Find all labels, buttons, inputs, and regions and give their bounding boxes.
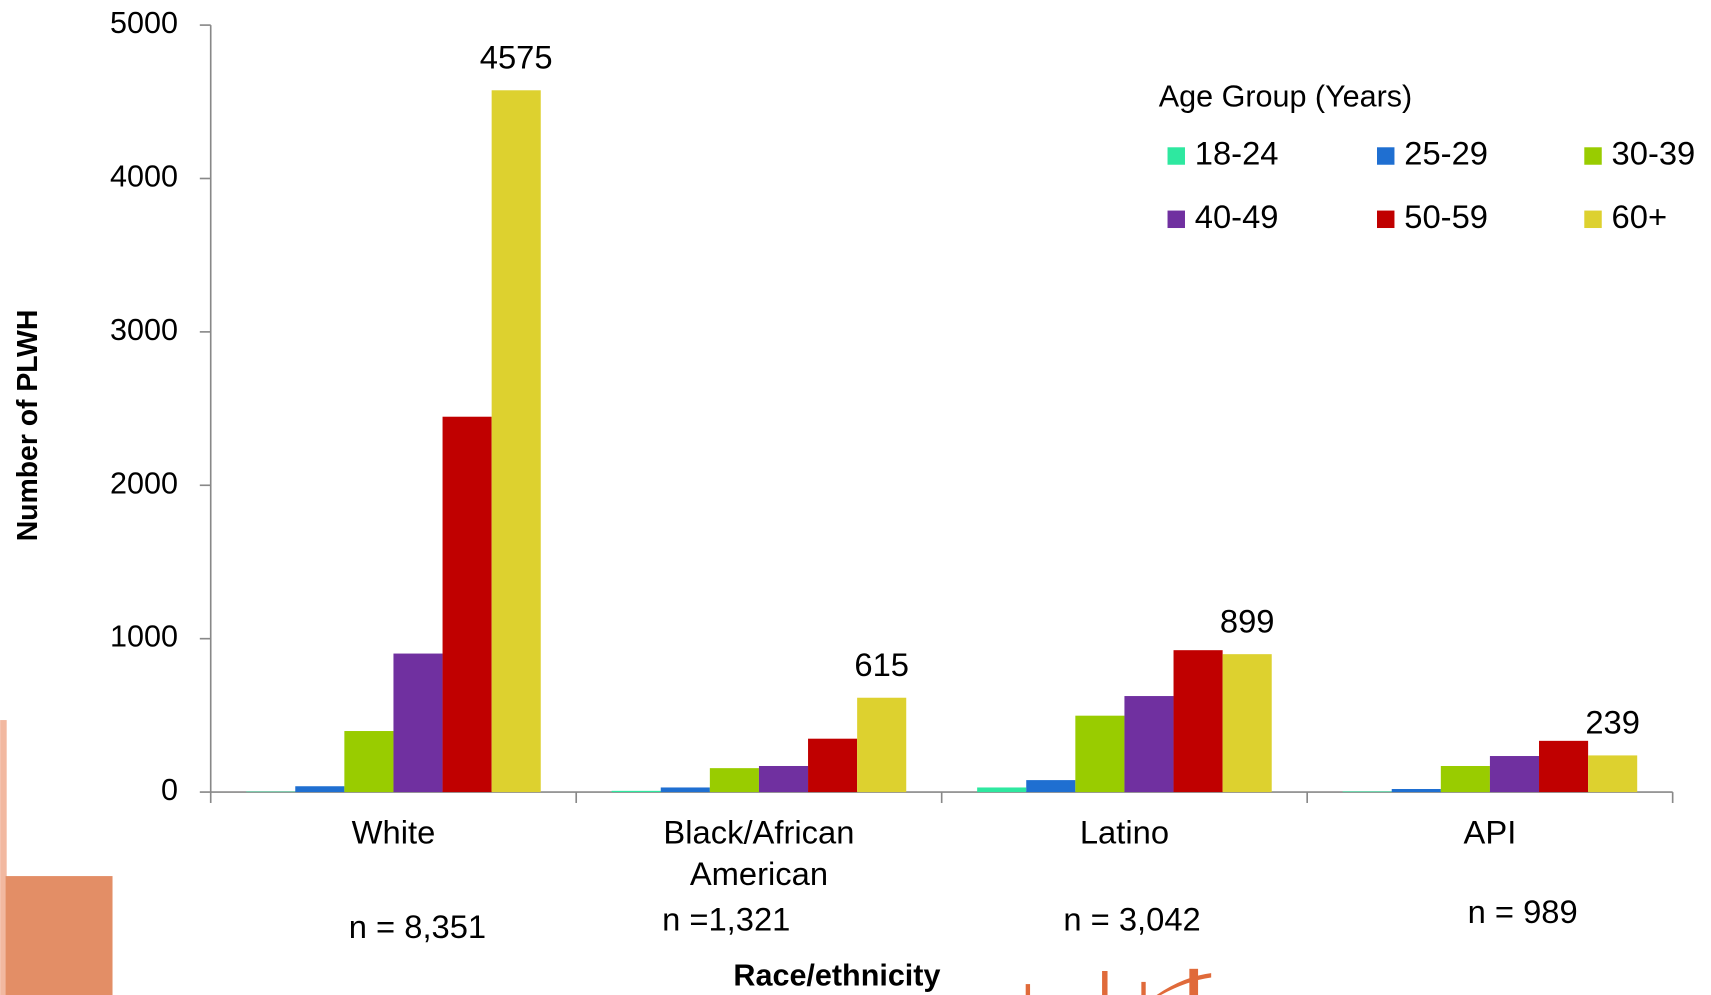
bar xyxy=(1026,780,1076,793)
bar xyxy=(1222,654,1272,793)
legend-swatch xyxy=(1167,147,1185,165)
data-label: 239 xyxy=(1585,704,1640,741)
bar xyxy=(758,765,809,793)
decor-block xyxy=(5,876,113,995)
bar xyxy=(1440,765,1490,793)
x-tick-label-box: API xyxy=(1463,814,1517,851)
annotation: n = 8,351 xyxy=(349,908,486,945)
bar xyxy=(442,416,492,793)
bar xyxy=(1539,740,1589,793)
x-tick-label-box: White xyxy=(351,814,436,851)
bar xyxy=(857,697,907,793)
data-label: 4575 xyxy=(480,38,553,75)
legend-swatch xyxy=(1584,210,1602,229)
annotation: n = 989 xyxy=(1468,893,1578,930)
bar xyxy=(491,90,541,793)
x-axis-label: Race/ethnicity xyxy=(733,959,940,993)
bar xyxy=(1342,791,1392,793)
legend-label: 25-29 xyxy=(1404,135,1488,172)
legend-swatch xyxy=(1377,210,1395,229)
annotation: n = 3,042 xyxy=(1063,901,1200,938)
legend-swatch xyxy=(1584,147,1602,165)
bar xyxy=(1391,789,1441,793)
x-tick-label: API xyxy=(1463,814,1517,851)
bar xyxy=(808,738,858,793)
bar xyxy=(1173,650,1223,793)
y-tick-label: 4000 xyxy=(110,160,178,194)
y-tick-label: 1000 xyxy=(110,620,178,654)
y-tick-label: 5000 xyxy=(110,6,178,40)
y-axis-label: Number of PLWH xyxy=(12,310,44,542)
x-tick-label-box: Latino xyxy=(1079,814,1170,851)
bar xyxy=(977,787,1027,793)
decor-bar xyxy=(0,720,7,995)
bar xyxy=(660,787,710,793)
bar xyxy=(295,786,345,793)
bar xyxy=(344,731,394,793)
bar xyxy=(611,790,661,793)
bar xyxy=(1124,696,1174,793)
legend-swatch xyxy=(1167,210,1185,229)
x-tick-label: White xyxy=(351,814,436,851)
data-label: 899 xyxy=(1220,602,1275,639)
x-tick-label: Black/African American xyxy=(663,814,855,893)
legend-title: Age Group (Years) xyxy=(1159,79,1412,113)
legend-label: 30-39 xyxy=(1612,135,1696,172)
y-tick-label: 3000 xyxy=(110,313,178,347)
annotation: n =1,321 xyxy=(662,901,790,938)
bar xyxy=(709,768,759,793)
legend-label: 18-24 xyxy=(1195,135,1279,172)
bar xyxy=(1489,756,1540,793)
bar xyxy=(1075,715,1125,793)
y-tick-label: 0 xyxy=(161,773,178,807)
bar xyxy=(393,653,443,793)
legend-label: 60+ xyxy=(1612,198,1668,235)
legend-label: 50-59 xyxy=(1404,198,1488,235)
data-label: 615 xyxy=(854,646,909,683)
x-tick-label: Latino xyxy=(1079,814,1170,851)
y-tick-label: 2000 xyxy=(110,466,178,500)
decor-bridge xyxy=(1025,968,1212,995)
x-tick-label-box: Black/African American xyxy=(663,814,855,893)
legend-label: 40-49 xyxy=(1195,198,1279,235)
legend-swatch xyxy=(1377,147,1395,165)
bar xyxy=(1588,755,1638,793)
